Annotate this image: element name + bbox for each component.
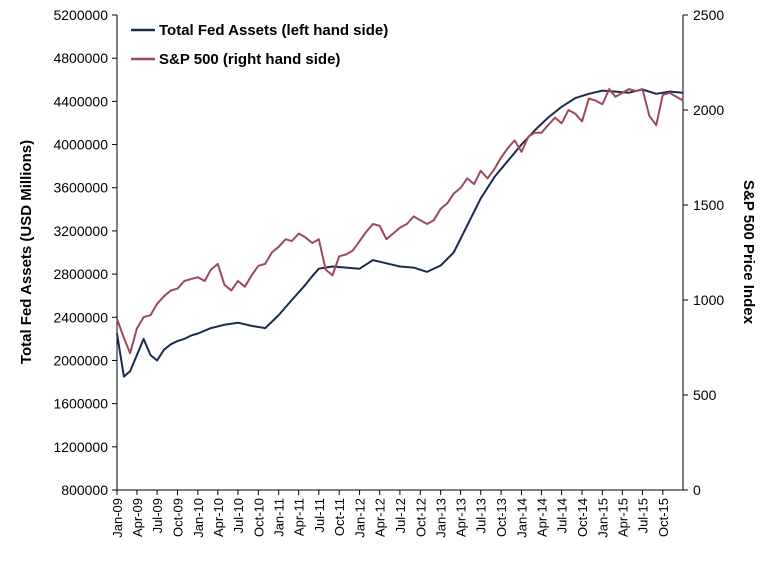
x-tick-label: Oct-13 [494,498,509,537]
axes-layer: 800000 1200000 1600000 2000000 2400000 280000… [53,7,724,538]
x-tick-label: Jul-10 [231,498,246,533]
x-tick-label: Apr-11 [292,498,307,536]
right-tick-label: 1500 [693,197,724,213]
right-tick-label: 500 [693,387,717,403]
x-tick-label: Jan-15 [595,498,610,538]
x-tick-label: Apr-14 [534,498,549,537]
x-tick-label: Jan-10 [191,498,206,538]
right-tick-label: 2000 [693,102,724,118]
x-tick-label: Apr-09 [130,498,145,537]
series-layer [116,88,684,378]
left-tick-label: 1200000 [53,439,108,455]
left-tick-label: 3600000 [53,180,108,196]
x-tick-label: Oct-09 [170,498,185,537]
x-tick-label: Apr-13 [454,498,469,537]
x-tick-label: Jan-14 [515,498,530,538]
x-tick-label: Oct-15 [656,498,671,537]
left-tick-label: 2400000 [53,309,108,325]
left-tick-label: 800000 [61,482,108,498]
x-tick-label: Apr-12 [373,498,388,537]
fed-assets-line [116,88,684,378]
left-axis-label: Total Fed Assets (USD Millions) [18,140,35,364]
left-tick-label: 2000000 [53,352,108,368]
x-tick-label: Oct-10 [251,498,266,537]
x-tick-label: Jul-09 [150,498,165,533]
right-tick-label: 2500 [693,7,724,23]
x-tick-label: Apr-10 [211,498,226,537]
x-tick-label: Oct-11 [332,498,347,536]
left-tick-label: 4400000 [53,93,108,109]
x-tick-label: Jan-09 [110,498,125,538]
x-tick-label: Oct-14 [575,498,590,537]
left-tick-label: 5200000 [53,7,108,23]
x-tick-label: Jul-11 [312,498,327,532]
left-tick-label: 1600000 [53,396,108,412]
x-tick-label: Jul-13 [474,498,489,533]
x-tick-label: Jan-11 [272,498,287,537]
x-tick-label: Jul-15 [635,498,650,533]
x-tick-label: Jul-12 [393,498,408,533]
x-tick-label: Apr-15 [615,498,630,537]
left-tick-label: 2800000 [53,266,108,282]
x-tick-label: Oct-12 [413,498,428,537]
x-tick-label: Jan-12 [353,498,368,538]
legend-label: S&P 500 (right hand side) [159,51,340,68]
sp500-line [116,88,684,355]
right-tick-label: 1000 [693,292,724,308]
legend-label: Total Fed Assets (left hand side) [159,22,388,39]
left-tick-label: 4000000 [53,137,108,153]
right-axis-label: S&P 500 Price Index [740,180,757,325]
left-tick-label: 4800000 [53,50,108,66]
left-tick-label: 3200000 [53,223,108,239]
x-tick-label: Jul-14 [555,498,570,533]
right-tick-label: 0 [693,482,701,498]
x-tick-label: Jan-13 [434,498,449,538]
legend: Total Fed Assets (left hand side) S&P 500… [131,22,388,68]
